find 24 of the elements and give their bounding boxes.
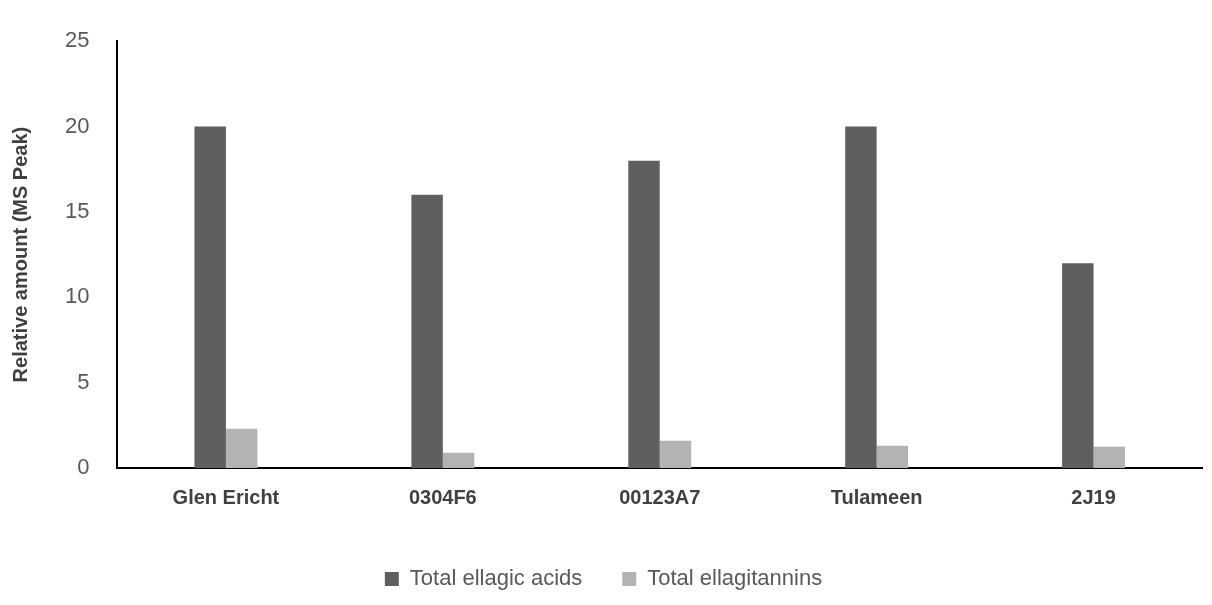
y-tick-label: 20 — [64, 112, 90, 138]
x-tick-label: Tulameen — [830, 485, 923, 508]
bar — [411, 194, 443, 468]
y-tick-label: 5 — [77, 368, 90, 394]
y-axis-title: Relative amount (MS Peak) — [8, 126, 31, 383]
bar — [225, 428, 258, 468]
bar — [876, 445, 909, 468]
x-tick-label: Glen Ericht — [172, 485, 280, 508]
legend-label: Total ellagic acids — [409, 565, 583, 591]
bar — [194, 126, 226, 468]
x-tick-label: 0304F6 — [408, 485, 477, 508]
y-tick-label: 15 — [64, 197, 90, 223]
bar — [845, 126, 877, 468]
bar — [659, 440, 692, 468]
bar — [1093, 446, 1125, 468]
y-tick-label: 25 — [64, 27, 90, 53]
bar — [1062, 263, 1094, 468]
bar — [628, 160, 660, 468]
x-tick-label: 2J19 — [1071, 485, 1116, 508]
y-tick-label: 0 — [77, 454, 90, 480]
x-tick-label: 00123A7 — [619, 485, 701, 508]
legend-label: Total ellagitannins — [647, 565, 823, 591]
y-tick-label: 10 — [64, 283, 90, 309]
bar — [442, 452, 475, 468]
